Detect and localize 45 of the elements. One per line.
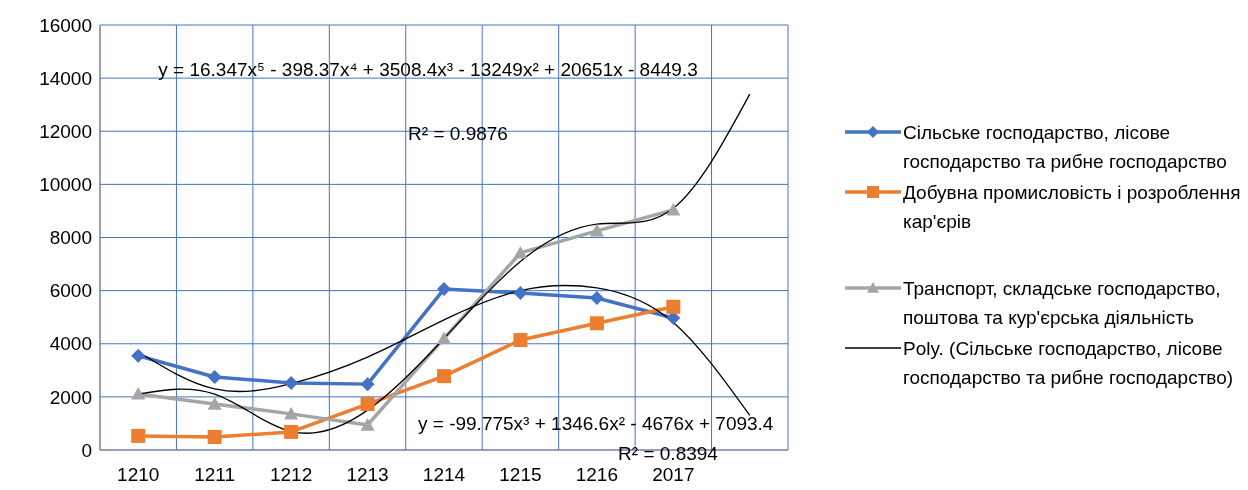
y-tick-label: 12000 — [39, 120, 92, 142]
y-tick-label: 4000 — [49, 333, 92, 355]
point — [360, 377, 375, 392]
point — [131, 428, 146, 443]
point — [360, 418, 375, 431]
point — [207, 369, 222, 384]
point — [666, 299, 681, 314]
x-tick-label: 1214 — [422, 464, 466, 486]
y-tick-label: 14000 — [39, 67, 92, 89]
y-tick-label: 8000 — [49, 227, 92, 249]
point — [513, 245, 528, 259]
x-tick-label: 1211 — [194, 464, 236, 486]
point — [284, 406, 299, 420]
point — [589, 223, 604, 237]
x-tick-label: 1213 — [346, 464, 389, 486]
x-tick-label: 1216 — [575, 464, 619, 486]
x-tick-label: 1215 — [499, 464, 542, 486]
point — [513, 286, 528, 301]
legend-label: Сільське господарство, лісове господарство та рибне господарство — [903, 121, 1228, 174]
point — [589, 291, 604, 306]
point — [437, 282, 451, 297]
point — [513, 333, 528, 348]
x-tick-label: 2017 — [652, 464, 695, 486]
annotation: R² = 0.8394 — [618, 443, 718, 464]
x-tick-label: 1210 — [117, 464, 160, 486]
point — [666, 202, 681, 216]
point — [131, 348, 146, 363]
y-tick-label: 2000 — [49, 386, 92, 408]
legend-label: Транспорт, складське господарство, поштова та кур'єрська діяльність — [903, 277, 1222, 330]
y-tick-label: 16000 — [39, 14, 92, 36]
y-tick-label: 0 — [81, 439, 92, 461]
legend-label: Poly. (Сільське господарство, лісове господарство та рибне господарство) — [903, 337, 1235, 390]
y-tick-label: 10000 — [39, 174, 92, 196]
point — [207, 397, 222, 410]
point — [360, 397, 375, 412]
x-tick-label: 1212 — [269, 464, 313, 486]
point — [284, 376, 299, 391]
y-tick-label: 6000 — [49, 280, 92, 302]
point — [284, 424, 299, 439]
point — [437, 331, 451, 345]
point — [589, 316, 604, 331]
point — [437, 369, 451, 384]
legend-label: Добувна промисловість і розроблення кар'єрів — [903, 181, 1242, 234]
point — [207, 429, 222, 444]
point — [131, 386, 146, 400]
